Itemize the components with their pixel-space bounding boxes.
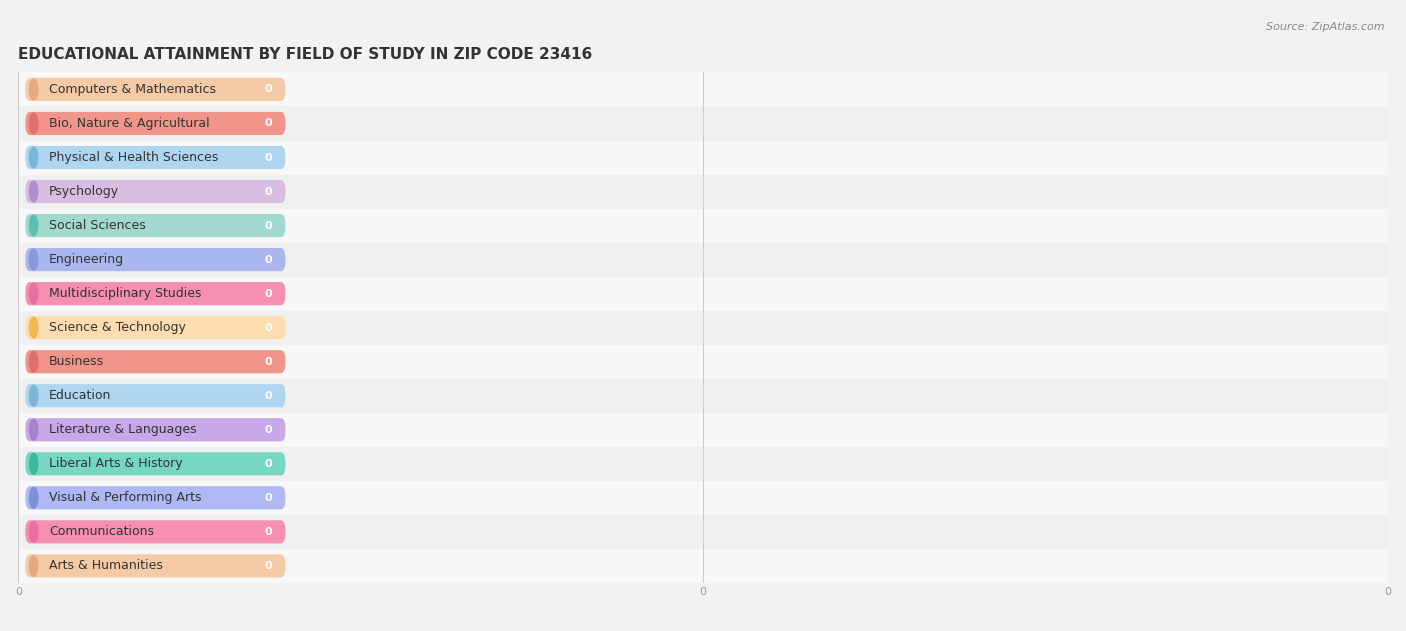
Text: Social Sciences: Social Sciences <box>49 219 146 232</box>
Bar <box>18 73 1388 107</box>
Text: 0: 0 <box>264 153 271 163</box>
Text: Source: ZipAtlas.com: Source: ZipAtlas.com <box>1267 22 1385 32</box>
Circle shape <box>30 317 38 338</box>
Text: Physical & Health Sciences: Physical & Health Sciences <box>49 151 218 164</box>
Bar <box>18 345 1388 379</box>
FancyBboxPatch shape <box>25 248 285 271</box>
Circle shape <box>30 215 38 236</box>
Bar <box>18 209 1388 242</box>
Text: 0: 0 <box>264 527 271 537</box>
Text: 0: 0 <box>264 322 271 333</box>
Text: 0: 0 <box>264 221 271 230</box>
Bar <box>18 447 1388 481</box>
Circle shape <box>30 454 38 475</box>
Bar <box>18 515 1388 549</box>
Bar <box>18 379 1388 413</box>
Text: Arts & Humanities: Arts & Humanities <box>49 560 163 572</box>
Text: 0: 0 <box>264 288 271 298</box>
Text: Communications: Communications <box>49 526 153 538</box>
FancyBboxPatch shape <box>25 316 285 339</box>
FancyBboxPatch shape <box>25 112 285 135</box>
Bar <box>18 276 1388 310</box>
Bar <box>18 107 1388 141</box>
Text: Bio, Nature & Agricultural: Bio, Nature & Agricultural <box>49 117 209 130</box>
Text: Engineering: Engineering <box>49 253 124 266</box>
FancyBboxPatch shape <box>25 452 285 475</box>
Bar <box>18 310 1388 345</box>
FancyBboxPatch shape <box>25 350 285 374</box>
Text: EDUCATIONAL ATTAINMENT BY FIELD OF STUDY IN ZIP CODE 23416: EDUCATIONAL ATTAINMENT BY FIELD OF STUDY… <box>18 47 593 62</box>
Circle shape <box>30 79 38 100</box>
FancyBboxPatch shape <box>25 554 285 577</box>
Text: Education: Education <box>49 389 111 402</box>
Text: 0: 0 <box>264 391 271 401</box>
FancyBboxPatch shape <box>25 521 285 543</box>
Bar <box>18 481 1388 515</box>
Text: Visual & Performing Arts: Visual & Performing Arts <box>49 492 201 504</box>
Text: 0: 0 <box>264 357 271 367</box>
FancyBboxPatch shape <box>25 146 285 169</box>
Text: 0: 0 <box>264 459 271 469</box>
Bar <box>18 141 1388 175</box>
Text: Liberal Arts & History: Liberal Arts & History <box>49 457 183 470</box>
Circle shape <box>30 181 38 202</box>
Bar <box>18 549 1388 583</box>
Circle shape <box>30 521 38 542</box>
Bar <box>18 242 1388 276</box>
FancyBboxPatch shape <box>25 214 285 237</box>
Text: Science & Technology: Science & Technology <box>49 321 186 334</box>
Circle shape <box>30 487 38 508</box>
Circle shape <box>30 147 38 168</box>
FancyBboxPatch shape <box>25 487 285 509</box>
FancyBboxPatch shape <box>25 418 285 441</box>
Text: Computers & Mathematics: Computers & Mathematics <box>49 83 215 96</box>
Text: 0: 0 <box>264 561 271 571</box>
FancyBboxPatch shape <box>25 282 285 305</box>
Text: Multidisciplinary Studies: Multidisciplinary Studies <box>49 287 201 300</box>
Text: 0: 0 <box>264 187 271 196</box>
Text: Literature & Languages: Literature & Languages <box>49 423 197 436</box>
Text: 0: 0 <box>264 425 271 435</box>
Text: Psychology: Psychology <box>49 185 120 198</box>
Circle shape <box>30 113 38 134</box>
Text: 0: 0 <box>264 119 271 129</box>
Circle shape <box>30 351 38 372</box>
Text: 0: 0 <box>264 493 271 503</box>
Bar <box>18 175 1388 209</box>
Bar <box>18 413 1388 447</box>
Text: 0: 0 <box>264 85 271 95</box>
Circle shape <box>30 386 38 406</box>
Circle shape <box>30 555 38 576</box>
FancyBboxPatch shape <box>25 384 285 407</box>
Circle shape <box>30 249 38 270</box>
Text: 0: 0 <box>264 255 271 264</box>
Circle shape <box>30 283 38 304</box>
FancyBboxPatch shape <box>25 180 285 203</box>
Text: Business: Business <box>49 355 104 369</box>
Circle shape <box>30 420 38 440</box>
FancyBboxPatch shape <box>25 78 285 101</box>
